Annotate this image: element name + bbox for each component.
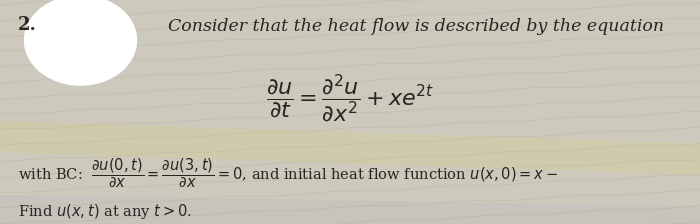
Ellipse shape	[25, 0, 136, 85]
Polygon shape	[0, 121, 700, 175]
Text: $\dfrac{\partial u}{\partial t} = \dfrac{\partial^2 u}{\partial x^2} + xe^{2t}$: $\dfrac{\partial u}{\partial t} = \dfrac…	[266, 72, 434, 125]
Text: Find $u(x,t)$ at any $t > 0$.: Find $u(x,t)$ at any $t > 0$.	[18, 202, 192, 221]
Text: with BC:  $\dfrac{\partial u(0,t)}{\partial x} = \dfrac{\partial u(3,t)}{\partia: with BC: $\dfrac{\partial u(0,t)}{\parti…	[18, 157, 558, 190]
Text: Consider that the heat flow is described by the equation: Consider that the heat flow is described…	[168, 18, 664, 35]
Polygon shape	[0, 195, 700, 224]
Text: 2.: 2.	[18, 16, 36, 34]
